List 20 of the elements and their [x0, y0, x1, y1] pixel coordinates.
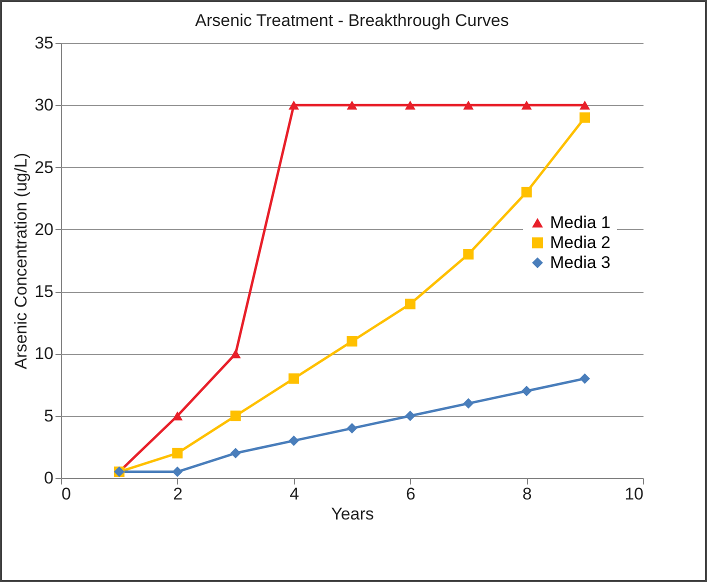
x-tick-label: 10: [624, 484, 644, 504]
x-tick-label: 6: [406, 484, 416, 504]
y-tick-label: 30: [34, 96, 54, 115]
chart-title: Arsenic Treatment - Breakthrough Curves: [195, 11, 509, 30]
legend-label: Media 1: [550, 212, 610, 232]
x-tick-label: 8: [522, 484, 532, 504]
x-tick-label: 4: [290, 484, 300, 504]
y-tick-label: 25: [34, 158, 54, 177]
y-axis-title: Arsenic Concentration (ug/L): [12, 152, 31, 370]
legend-label: Media 2: [550, 232, 610, 252]
legend-label: Media 3: [550, 252, 610, 272]
y-tick-label: 0: [44, 468, 54, 488]
x-axis-title: Years: [331, 504, 374, 524]
y-tick-label: 35: [34, 34, 54, 52]
y-tick-label: 15: [34, 282, 54, 302]
x-tick-label: 0: [62, 484, 71, 504]
y-tick-label: 20: [34, 220, 54, 239]
y-tick-label: 10: [34, 344, 54, 364]
x-tick-label: 2: [173, 484, 183, 504]
y-tick-label: 5: [44, 406, 54, 426]
